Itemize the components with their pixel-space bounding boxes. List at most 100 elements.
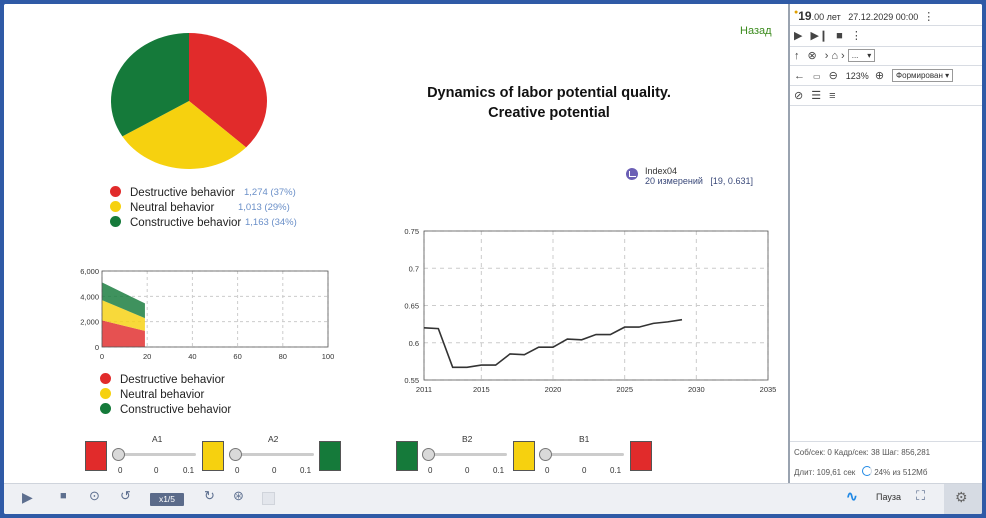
plot-frame [423,230,769,381]
play-icon[interactable]: ▶ [22,489,33,505]
extra-toolbar: ⊘ ☰ ≡ [794,89,844,102]
chevron-right-icon[interactable]: › [841,50,845,62]
y-tick-label: 4,000 [80,292,99,301]
index-info[interactable]: Index04 20 измерений [19, 0.631] [626,166,753,186]
model-canvas: Назад Dynamics of labor potential qualit… [4,4,788,483]
y-tick-label: 0.65 [404,302,419,311]
stats-line-2: Длит: 109,61 сек 24% из 512Мб [794,466,927,477]
realtime-toggle[interactable] [262,492,275,505]
mode-select[interactable]: Формирован ▾ [892,69,954,82]
swatch-green [396,441,418,471]
settings-area[interactable]: ⚙ [944,484,982,514]
status-dot-icon: ● [794,9,799,16]
more-vertical-icon[interactable]: ⋮ [850,30,862,42]
y-tick-label: 0.75 [404,227,419,236]
x-tick-label: 20 [143,352,151,361]
pie-legend-value: 1,274 (37%) [244,187,296,198]
x-tick-label: 2030 [688,385,705,394]
home-icon[interactable]: ⌂ [831,50,839,62]
index-name: Index04 [645,166,678,176]
zoom-out-icon[interactable]: ⊖ [828,70,838,82]
slider-a1-max: 0.1 [183,466,195,475]
settings-icon: ⚙ [955,489,968,505]
legend-dot-icon [110,216,121,227]
speed-indicator[interactable]: x1/5 [150,493,184,506]
plot-frame [101,270,329,348]
align-icon[interactable]: ☰ [811,90,822,102]
zoom-in-icon[interactable]: ⊕ [874,70,885,82]
pie-legend-value: 1,013 (29%) [238,202,290,213]
speed-up-icon[interactable]: ↻ [204,488,215,503]
slider-a2-track[interactable] [236,453,314,456]
memory-icon [861,466,872,476]
slider-a2-value: 0 [272,466,277,475]
step-back-icon[interactable]: ⊙ [89,488,100,503]
stats-memory: 24% из 512Мб [874,468,928,477]
area-legend-neutral: Neutral behavior [100,387,204,403]
bottom-toolbar: ▶ ■ ⊙ ↺ x1/5 ↻ ⊛ ∿ Пауза ⛶ ⚙ [4,483,982,514]
arrow-left-icon[interactable]: ← [794,70,805,82]
area-legend-destructive: Destructive behavior [100,372,225,388]
pie-legend-value: 1,163 (34%) [245,217,297,228]
play-icon[interactable]: ▶ [794,30,803,42]
swatch-yellow [202,441,224,471]
back-link[interactable]: Назад [740,25,772,37]
stats-duration: Длит: 109,61 сек [794,468,856,477]
x-tick-label: 2025 [616,385,633,394]
slider-b1-label: B1 [579,434,590,444]
fit-to-screen-icon[interactable]: ▭ [813,72,821,81]
chart-icon [626,168,638,180]
navigation-select[interactable]: ... ▾ [847,49,876,62]
y-tick-label: 0.7 [409,264,419,273]
slider-b1-track[interactable] [546,453,624,456]
y-tick-label: 0.6 [409,339,419,348]
slider-b1-handle[interactable] [539,448,552,461]
line-series [423,318,683,369]
swatch-red [630,441,652,471]
fullscreen-icon[interactable]: ⛶ [916,488,926,503]
stop-icon[interactable]: ■ [60,490,67,502]
chevron-right-icon[interactable]: › [824,50,829,62]
list-icon[interactable]: ≡ [829,90,836,102]
navigation-toolbar: ↑ ⊗ › ⌂ ›... ▾ [794,49,876,62]
slow-down-icon[interactable]: ↺ [120,488,131,503]
legend-dot-icon [100,373,111,384]
legend-dot-icon [110,186,121,197]
swatch-green [319,441,341,471]
pause-label[interactable]: Пауза [876,492,902,502]
pie-chart [111,33,267,169]
area-chart: 0 20 40 60 80 100 0 2,000 4,000 6,000 [80,267,334,361]
more-vertical-icon[interactable]: ⋮ [923,11,935,23]
zoom-level: 123% [845,71,869,81]
swatch-yellow [513,441,535,471]
slider-a2-label: A2 [268,434,279,444]
arrow-up-icon[interactable]: ↑ [794,50,800,62]
slider-b2-max: 0.1 [493,466,505,475]
slider-b2-label: B2 [462,434,473,444]
close-circle-icon[interactable]: ⊗ [807,50,817,62]
step-icon[interactable]: ▶❙ [810,30,829,42]
area-legend-label: Destructive behavior [120,374,225,386]
control-panel: ●19.00 лет 27.12.2029 00:00 ⋮ ▶ ▶❙ ■ ⋮ ↑ ⊗ › ⌂… [788,4,982,483]
app-window: Назад Dynamics of labor potential qualit… [4,4,982,514]
legend-dot-icon [100,388,111,399]
performance-icon: ∿ [846,488,858,504]
x-tick-label: 0 [100,352,104,361]
no-edit-icon[interactable]: ⊘ [794,90,804,102]
slider-b2-value: 0 [465,466,470,475]
slider-b1-min: 0 [545,466,550,475]
swatch-red [85,441,107,471]
index-point: [19, 0.631] [710,176,753,186]
slider-a1-handle[interactable] [112,448,125,461]
slider-a2-handle[interactable] [229,448,242,461]
stop-icon[interactable]: ■ [836,30,843,42]
slider-b2-handle[interactable] [422,448,435,461]
slider-a1-track[interactable] [118,453,196,456]
x-tick-label: 2035 [760,385,777,394]
slider-b2-track[interactable] [429,453,507,456]
x-tick-label: 80 [279,352,287,361]
max-speed-icon[interactable]: ⊛ [233,488,244,503]
x-tick-label: 2011 [416,385,432,394]
pie-slice [111,33,189,137]
title-line-2: Creative potential [488,105,610,121]
